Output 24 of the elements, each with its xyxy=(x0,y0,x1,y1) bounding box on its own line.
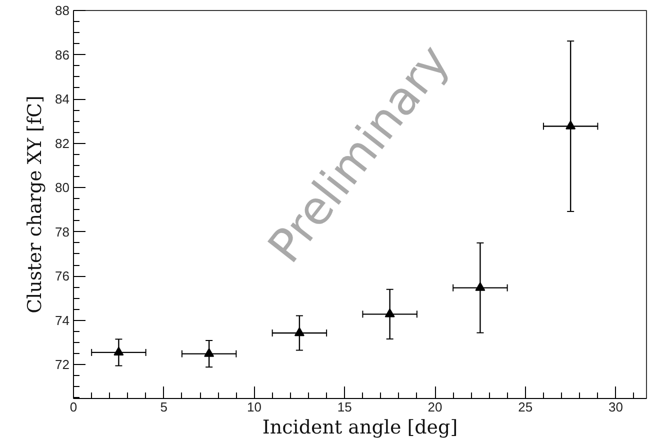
x-axis-title: Incident angle [deg] xyxy=(262,416,458,438)
y-tick-label: 80 xyxy=(55,180,70,196)
y-tick-label: 82 xyxy=(55,136,70,151)
x-tick-label: 25 xyxy=(518,400,533,414)
y-tick-label: 84 xyxy=(55,92,70,107)
point xyxy=(475,282,486,291)
y-tick-label: 72 xyxy=(55,357,70,372)
y-tick-label: 76 xyxy=(55,268,70,284)
x-tick-label: 5 xyxy=(160,400,168,414)
y-axis-title: Cluster charge XY [fC] xyxy=(24,96,46,314)
y-tick-label: 88 xyxy=(55,3,70,18)
x-tick-label: 20 xyxy=(428,400,442,414)
x-tick-label: 30 xyxy=(608,400,624,414)
point xyxy=(384,308,395,318)
point xyxy=(114,346,124,356)
y-tick-label: 74 xyxy=(55,312,70,328)
point xyxy=(566,120,576,130)
point xyxy=(204,348,214,357)
point xyxy=(294,327,304,336)
y-tick-label: 78 xyxy=(55,224,70,240)
x-tick-label: 10 xyxy=(247,400,262,414)
x-tick-label: 0 xyxy=(70,400,78,414)
x-tick-label: 15 xyxy=(337,400,352,414)
y-tick-label: 86 xyxy=(55,47,70,62)
